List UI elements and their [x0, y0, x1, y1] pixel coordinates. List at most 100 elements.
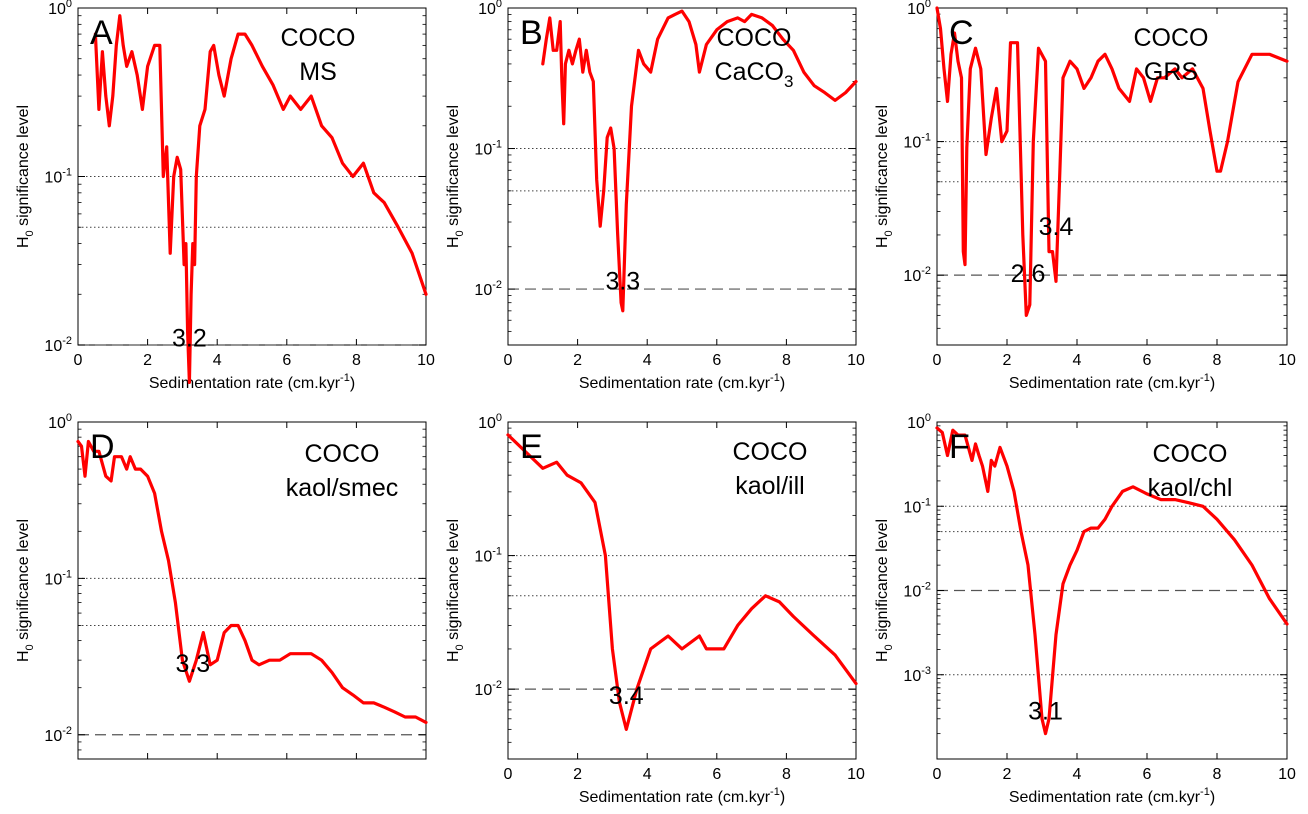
y-tick-label: 10-2 [903, 581, 931, 601]
x-axis-label: Sedimentation rate (cm.kyr-1) [1009, 786, 1215, 806]
panel-letter: D [90, 428, 115, 466]
proxy-label: MS [299, 58, 337, 86]
y-axis-label: H0 significance level [15, 519, 36, 662]
x-tick-label: 2 [1003, 766, 1012, 783]
series-line [541, 9, 858, 313]
x-axis-label: Sedimentation rate (cm.kyr-1) [1009, 372, 1215, 392]
peak-label: 3.1 [1028, 697, 1063, 725]
x-tick-label: 10 [847, 766, 865, 783]
proxy-label: GRS [1144, 58, 1198, 86]
record-label: COCO [717, 24, 792, 52]
series-line [935, 6, 1289, 317]
plot-frame [936, 7, 1288, 346]
y-axis-label: H0 significance level [874, 519, 895, 662]
y-tick-label: 100 [48, 0, 72, 18]
x-tick-label: 2 [573, 766, 582, 783]
y-tick-label: 100 [48, 412, 72, 432]
proxy-label: CaCO3 [715, 58, 794, 91]
panel-f: 0 2 4 6 8 10 100 10-1 10-2 10-3 H0 significance le… [874, 412, 1296, 806]
plot-frame [77, 421, 427, 760]
panel-e: 0 2 4 6 8 10 100 10-1 10-2 H0 significance level S… [445, 412, 865, 806]
y-tick-label: 10-1 [474, 139, 502, 159]
y-tick-label: 100 [478, 0, 502, 18]
y-tick-label: 10-1 [903, 132, 931, 152]
proxy-label: kaol/ill [735, 472, 804, 500]
y-tick-label: 10-2 [44, 335, 72, 355]
y-tick-label: 100 [478, 412, 502, 432]
series-line [93, 14, 428, 384]
x-tick-label: 10 [1278, 766, 1296, 783]
y-tick-label: 100 [907, 0, 931, 18]
proxy-label: kaol/chl [1148, 474, 1233, 502]
panel-letter: E [520, 428, 543, 466]
x-tick-label: 8 [782, 766, 791, 783]
panel-c: 0 2 4 6 8 10 100 10-1 10-2 H0 significance level S… [874, 0, 1296, 392]
y-axis-label: H0 significance level [445, 105, 466, 248]
x-tick-label: 8 [1213, 352, 1222, 369]
x-tick-label: 2 [143, 352, 152, 369]
x-tick-label: 4 [1073, 766, 1082, 783]
x-tick-label: 0 [504, 766, 513, 783]
peak-label: 3.4 [1039, 213, 1074, 241]
y-axis-label: H0 significance level [445, 519, 466, 662]
y-tick-label: 10-2 [474, 679, 502, 699]
x-tick-label: 4 [213, 352, 222, 369]
panel-b: 0 2 4 6 8 10 100 10-1 10-2 H0 significance level S… [445, 0, 865, 392]
record-label: COCO [1153, 440, 1228, 468]
y-tick-label: 10-1 [44, 167, 72, 187]
y-tick-label: 10-1 [44, 568, 72, 588]
x-tick-label: 10 [1278, 352, 1296, 369]
x-tick-label: 0 [504, 352, 513, 369]
x-tick-label: 0 [933, 352, 942, 369]
proxy-label: kaol/smec [286, 474, 399, 502]
record-label: COCO [1134, 24, 1209, 52]
series-line [935, 426, 1289, 736]
peak-label: 2.6 [1011, 260, 1046, 288]
panel-letter: B [520, 14, 543, 52]
x-tick-label: 10 [417, 352, 435, 369]
x-tick-label: 4 [1073, 352, 1082, 369]
y-tick-label: 10-1 [903, 496, 931, 516]
x-axis-label: Sedimentation rate (cm.kyr-1) [149, 372, 355, 392]
x-tick-label: 2 [573, 352, 582, 369]
peak-label: 3.4 [609, 682, 644, 710]
x-tick-label: 2 [1003, 352, 1012, 369]
x-tick-label: 6 [282, 352, 291, 369]
y-tick-label: 10-2 [903, 265, 931, 285]
y-axis-label: H0 significance level [15, 105, 36, 248]
x-tick-label: 4 [643, 352, 652, 369]
plot-frame [507, 421, 857, 760]
x-tick-label: 8 [352, 352, 361, 369]
peak-label: 3.3 [175, 650, 210, 678]
x-tick-label: 6 [1143, 766, 1152, 783]
x-tick-label: 10 [847, 352, 865, 369]
record-label: COCO [281, 24, 356, 52]
y-axis-label: H0 significance level [874, 105, 895, 248]
panel-letter: A [90, 14, 113, 52]
record-label: COCO [305, 440, 380, 468]
panel-letter: C [949, 14, 974, 52]
x-tick-label: 4 [643, 766, 652, 783]
peak-label: 3.3 [605, 268, 640, 296]
x-tick-label: 8 [782, 352, 791, 369]
x-tick-label: 8 [1213, 766, 1222, 783]
panel-d: 100 10-1 10-2 H0 significance level D COCO kao… [15, 412, 428, 760]
plot-frame [507, 7, 857, 346]
x-tick-label: 0 [74, 352, 83, 369]
x-axis-label: Sedimentation rate (cm.kyr-1) [579, 786, 785, 806]
x-tick-label: 6 [712, 766, 721, 783]
y-tick-label: 10-2 [474, 279, 502, 299]
y-tick-label: 100 [907, 412, 931, 432]
y-tick-label: 10-2 [44, 725, 72, 745]
y-tick-label: 10-3 [903, 665, 931, 685]
peak-label: 3.2 [172, 325, 207, 353]
x-tick-label: 0 [933, 766, 942, 783]
series-line [76, 439, 428, 725]
panel-a: 0 2 4 6 8 10 100 10-1 10-2 H0 significance level S… [15, 0, 435, 392]
series-line [506, 433, 858, 732]
y-tick-label: 10-1 [474, 546, 502, 566]
x-tick-label: 6 [712, 352, 721, 369]
x-axis-label: Sedimentation rate (cm.kyr-1) [579, 372, 785, 392]
panel-letter: F [949, 428, 970, 466]
